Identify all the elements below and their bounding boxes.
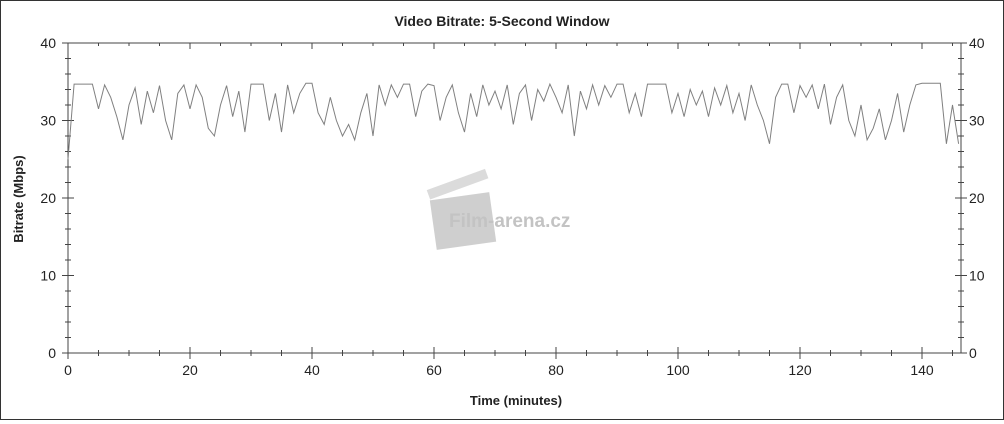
watermark-text: Film-arena.cz <box>449 211 570 232</box>
watermark-logo: Film-arena.cz <box>426 168 570 250</box>
x-tick-label: 40 <box>304 362 320 378</box>
bitrate-series-line <box>67 82 960 160</box>
x-tick-label: 20 <box>182 362 198 378</box>
x-tick-label: 100 <box>666 362 690 378</box>
y-tick-label: 20 <box>40 190 56 206</box>
y-tick-label: 10 <box>40 268 56 284</box>
y-axis-label: Bitrate (Mbps) <box>11 155 26 242</box>
x-tick-label: 120 <box>788 362 812 378</box>
x-tick-label: 60 <box>426 362 442 378</box>
x-tick-label: 0 <box>64 362 72 378</box>
right-y-tick-label: 0 <box>969 345 977 361</box>
right-y-tick-label: 30 <box>969 113 985 129</box>
x-tick-label: 80 <box>548 362 564 378</box>
y-tick-label: 30 <box>40 113 56 129</box>
right-y-tick-label: 40 <box>969 35 985 51</box>
x-tick-label: 140 <box>910 362 934 378</box>
chart-title: Video Bitrate: 5-Second Window <box>394 13 609 29</box>
right-y-tick-label: 10 <box>969 268 985 284</box>
y-tick-label: 0 <box>48 345 56 361</box>
y-tick-label: 40 <box>40 35 56 51</box>
x-axis-label: Time (minutes) <box>470 393 562 408</box>
right-y-tick-label: 20 <box>969 190 985 206</box>
